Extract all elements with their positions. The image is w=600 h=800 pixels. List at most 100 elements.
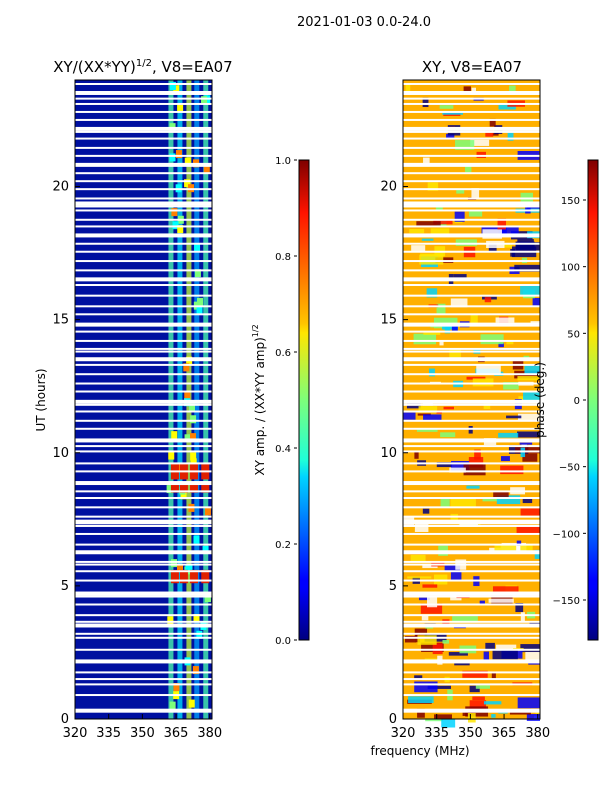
panel1-hot-cell — [190, 458, 197, 467]
suptitle: 2021-01-03 0.0-24.0 — [297, 15, 431, 30]
flagged-gap — [75, 462, 212, 465]
flagged-gap — [75, 563, 212, 566]
colorbar1-label: XY amp. / (XX*YY amp)1/2 — [251, 324, 267, 475]
panel1-channel-band — [203, 80, 209, 719]
panel2-phase-patch — [433, 574, 448, 585]
panel2-phase-patch — [516, 431, 540, 438]
flagged-gap — [403, 671, 540, 674]
panel1-hot-cell — [173, 85, 180, 94]
flagged-gap — [403, 550, 540, 555]
flagged-gap — [403, 339, 540, 342]
panel2-phase-patch — [428, 368, 435, 377]
panel2-phase-patch — [423, 332, 441, 335]
panel2-phase-patch — [466, 485, 480, 489]
flagged-gap — [75, 90, 212, 95]
flagged-gap — [75, 438, 212, 443]
colorbar2-gradient — [587, 159, 599, 641]
panel2-phase-patch — [466, 376, 486, 380]
flagged-gap — [75, 623, 212, 628]
flagged-gap — [403, 277, 540, 282]
panel2-phase-patch — [442, 111, 463, 115]
panel2-phase-patch — [418, 406, 438, 413]
panel1-hot-cell — [201, 482, 210, 493]
panel2-phase-patch — [498, 342, 504, 348]
panel2-phase-patch — [455, 239, 477, 246]
panel2-phase-patch — [427, 685, 452, 689]
panel2-phase-patch — [427, 182, 439, 191]
panel2-phase-patch — [452, 616, 478, 623]
panel2-phase-patch — [423, 414, 442, 422]
panel1-hot-cell — [169, 82, 176, 91]
x-tick-label: 320 — [391, 726, 416, 741]
panel2-phase-patch — [520, 612, 525, 622]
flagged-gap — [75, 595, 212, 598]
panel2-phase-patch — [451, 326, 458, 332]
flagged-gap — [75, 445, 212, 448]
panel1-hot-cell — [177, 563, 184, 572]
flagged-gap — [403, 403, 540, 406]
panel2-phase-patch — [470, 314, 478, 325]
panel2-phase-patch — [421, 614, 429, 621]
flagged-gap — [75, 97, 212, 100]
panel1-frame — [74, 79, 213, 720]
flagged-gap — [75, 708, 212, 713]
flagged-gap — [75, 146, 212, 149]
panel2-phase-patch — [420, 603, 443, 614]
panel2-phase-patch — [420, 253, 443, 256]
panel2-phase-patch — [485, 129, 494, 137]
panel2-phase-patch — [517, 413, 540, 421]
panel2-phase-patch — [468, 210, 483, 217]
panel1-hot-cell — [203, 165, 210, 174]
flagged-gap — [403, 524, 540, 527]
colorbar-tick-label: 100 — [561, 263, 580, 274]
flagged-gap — [403, 399, 540, 404]
panel1-hot-cell — [180, 491, 187, 500]
flagged-gap — [403, 532, 540, 535]
panel2-phase-patch — [498, 432, 519, 438]
flagged-gap — [75, 242, 212, 245]
flagged-gap — [75, 591, 212, 596]
flagged-gap — [75, 648, 212, 651]
flagged-gap — [403, 350, 540, 353]
panel2-phase-patch — [506, 339, 514, 345]
flagged-gap — [403, 90, 540, 95]
panel2-phase-patch — [421, 238, 434, 241]
flagged-gap — [75, 490, 212, 493]
panel2-phase-patch — [423, 157, 430, 165]
panel1-hot-cell — [185, 564, 192, 573]
panel2-phase-patch — [416, 429, 438, 432]
panel2-phase-patch — [414, 523, 429, 532]
flagged-gap — [403, 450, 540, 453]
flagged-gap — [75, 543, 212, 546]
flagged-gap — [75, 497, 212, 500]
flagged-gap — [75, 350, 212, 353]
panel2-phase-patch — [491, 714, 496, 718]
flagged-gap — [75, 218, 212, 221]
flagged-gap — [75, 225, 212, 228]
flagged-gap — [75, 632, 212, 635]
colorbar-tick-label: 50 — [567, 329, 580, 340]
panel2-phase-patch — [496, 495, 521, 505]
y-tick-label: 5 — [389, 579, 397, 594]
panel2-phase-patch — [495, 317, 515, 323]
panel1-hot-cell — [177, 103, 184, 112]
flagged-gap — [403, 162, 540, 167]
panel2-phase-patch — [471, 188, 480, 199]
panel1-hot-cell — [171, 431, 178, 440]
flagged-gap — [403, 146, 540, 149]
flagged-gap — [403, 305, 540, 308]
panel2-phase-patch — [483, 651, 490, 661]
panel2-phase-patch — [474, 449, 481, 460]
panel2-phase-patch — [500, 456, 510, 462]
panel2-phase-patch — [515, 242, 540, 251]
panel2-phase-patch — [433, 220, 453, 225]
panel1-hot-cell — [190, 482, 199, 493]
panel1-hot-cell — [193, 614, 200, 623]
panel2-phase-patch — [442, 639, 450, 644]
panel1-hot-cell — [196, 305, 203, 314]
panel2-phase-patch — [450, 513, 459, 525]
flagged-gap — [75, 671, 212, 674]
panel2-phase-patch — [403, 412, 416, 420]
panel2-phase-patch — [526, 206, 540, 209]
panel2-phase-patch — [469, 700, 487, 709]
